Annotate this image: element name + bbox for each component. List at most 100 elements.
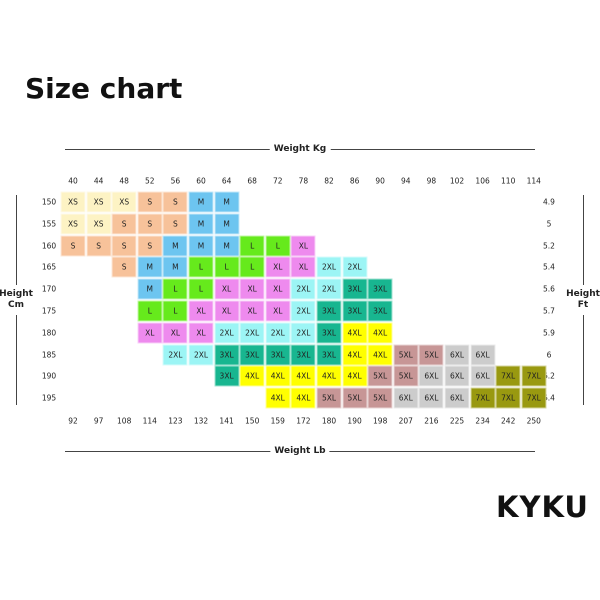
height-ft-tick: 5 xyxy=(546,219,552,229)
weight-kg-tick: 44 xyxy=(93,176,104,186)
weight-kg-tick: 64 xyxy=(221,176,232,186)
size-cell: 3XL xyxy=(290,344,316,366)
weight-lb-tick: 172 xyxy=(296,416,311,426)
size-cell: XL xyxy=(214,278,240,300)
size-cell: S xyxy=(111,213,137,235)
size-cell: L xyxy=(214,256,240,278)
size-cell: 2XL xyxy=(290,300,316,322)
right-axis-label-line1: Height xyxy=(566,289,600,299)
size-cell: L xyxy=(188,278,214,300)
weight-lb-tick: 190 xyxy=(347,416,362,426)
size-cell: 4XL xyxy=(316,365,342,387)
weight-lb-tick: 198 xyxy=(373,416,388,426)
height-ft-tick: 5.9 xyxy=(543,328,555,338)
weight-kg-tick: 48 xyxy=(119,176,129,186)
size-cell: 7XL xyxy=(470,387,496,409)
size-cell: S xyxy=(111,235,137,257)
size-cell: 2XL xyxy=(316,278,342,300)
weight-lb-tick: 159 xyxy=(270,416,285,426)
size-cell: 7XL xyxy=(521,365,547,387)
size-cell: 6XL xyxy=(470,344,496,366)
size-cell: 4XL xyxy=(367,322,393,344)
size-cell: M xyxy=(162,256,188,278)
weight-kg-tick: 40 xyxy=(68,176,78,186)
weight-lb-tick: 114 xyxy=(142,416,157,426)
size-cell: 2XL xyxy=(265,322,291,344)
size-cell: XS xyxy=(60,213,86,235)
size-cell: M xyxy=(137,256,163,278)
size-cell: 4XL xyxy=(265,387,291,409)
left-axis-label-line2: Cm xyxy=(8,300,24,310)
size-cell: 4XL xyxy=(342,344,368,366)
weight-kg-tick: 110 xyxy=(501,176,516,186)
left-axis-line-top xyxy=(16,195,17,285)
size-cell: 6XL xyxy=(444,387,470,409)
size-cell: S xyxy=(86,235,112,257)
left-axis-label-line1: Height xyxy=(0,289,33,299)
size-cell: M xyxy=(188,235,214,257)
size-cell: XL xyxy=(188,300,214,322)
height-cm-tick: 150 xyxy=(41,197,57,207)
size-cell: S xyxy=(162,191,188,213)
weight-kg-tick: 72 xyxy=(273,176,283,186)
size-cell: M xyxy=(162,235,188,257)
size-cell: 5XL xyxy=(393,365,419,387)
size-cell: L xyxy=(162,278,188,300)
weight-lb-tick: 123 xyxy=(168,416,183,426)
height-ft-tick: 4.9 xyxy=(543,197,555,207)
size-cell: 3XL xyxy=(265,344,291,366)
weight-lb-tick: 150 xyxy=(245,416,260,426)
size-cell: XL xyxy=(290,235,316,257)
weight-kg-tick: 68 xyxy=(247,176,257,186)
weight-kg-tick: 114 xyxy=(526,176,541,186)
weight-lb-tick: 97 xyxy=(93,416,104,426)
right-axis-line-top xyxy=(583,195,584,285)
height-cm-tick: 190 xyxy=(41,371,57,381)
size-cell: 6XL xyxy=(418,387,444,409)
size-cell: 3XL xyxy=(367,278,393,300)
size-cell: 3XL xyxy=(316,344,342,366)
height-ft-tick: 5.4 xyxy=(543,262,555,272)
size-cell: 4XL xyxy=(342,322,368,344)
size-cell: 2XL xyxy=(316,256,342,278)
size-cell: M xyxy=(137,278,163,300)
size-cell: L xyxy=(162,300,188,322)
size-cell: 6XL xyxy=(444,365,470,387)
weight-lb-tick: 234 xyxy=(475,416,490,426)
right-axis-label-line2: Ft xyxy=(577,300,589,310)
size-cell: 4XL xyxy=(367,344,393,366)
weight-kg-tick: 94 xyxy=(401,176,411,186)
size-cell: 5XL xyxy=(316,387,342,409)
size-cell: 7XL xyxy=(521,387,547,409)
height-ft-tick: 5.2 xyxy=(543,241,555,251)
height-cm-tick: 165 xyxy=(41,262,57,272)
size-cell: 2XL xyxy=(239,322,265,344)
weight-kg-tick: 82 xyxy=(324,176,334,186)
size-cell: 2XL xyxy=(188,344,214,366)
left-axis-label: Height Cm xyxy=(0,289,33,311)
weight-kg-tick: 90 xyxy=(375,176,385,186)
top-axis-label: Weight Kg xyxy=(269,144,331,154)
size-cell: 3XL xyxy=(214,344,240,366)
size-cell: 7XL xyxy=(495,387,521,409)
size-cell: XS xyxy=(86,213,112,235)
height-cm-tick: 160 xyxy=(41,241,57,251)
weight-kg-tick: 106 xyxy=(475,176,490,186)
size-cell: 5XL xyxy=(393,344,419,366)
weight-lb-tick: 141 xyxy=(219,416,234,426)
size-cell: M xyxy=(188,213,214,235)
size-cell: XS xyxy=(111,191,137,213)
height-ft-tick: 5.6 xyxy=(543,284,555,294)
size-cell: XL xyxy=(265,300,291,322)
size-cell: M xyxy=(188,191,214,213)
size-cell: 2XL xyxy=(290,322,316,344)
weight-lb-tick: 242 xyxy=(501,416,516,426)
height-cm-tick: 155 xyxy=(41,219,57,229)
size-cell: S xyxy=(137,213,163,235)
weight-kg-tick: 98 xyxy=(426,176,437,186)
weight-kg-tick: 102 xyxy=(449,176,465,186)
weight-lb-tick: 92 xyxy=(68,416,78,426)
size-cell: L xyxy=(265,235,291,257)
size-cell: 4XL xyxy=(265,365,291,387)
right-axis-line-bottom xyxy=(583,315,584,405)
